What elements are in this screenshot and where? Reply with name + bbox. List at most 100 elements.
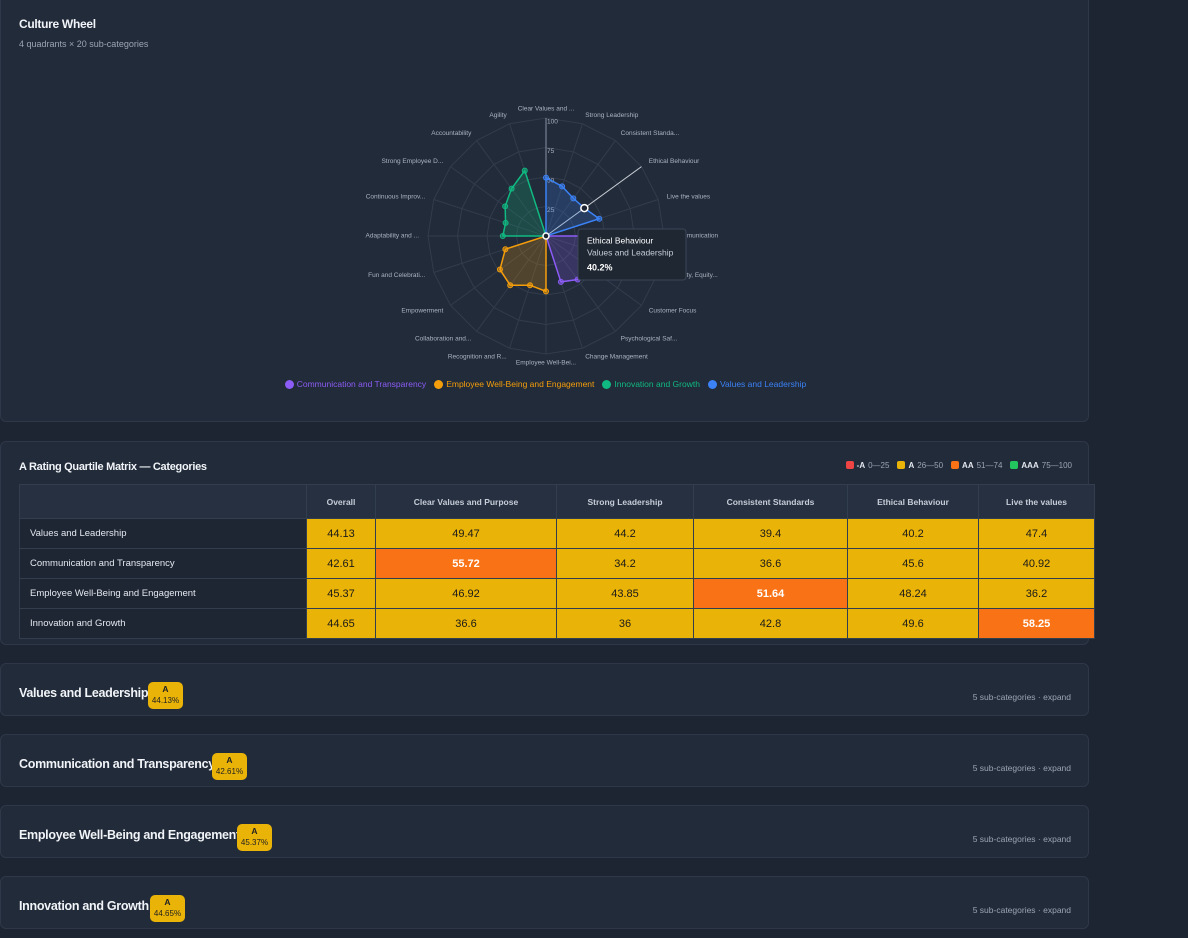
r-tick-label: 100 — [547, 119, 558, 126]
radar-chart: Clear Values and ... Strong Leadership Con… — [366, 106, 719, 367]
badge-score: 42.61% — [215, 767, 244, 776]
rating-cell: 44.65 — [306, 608, 376, 639]
rating-cell: 51.64 — [693, 578, 848, 609]
spoke — [545, 123, 583, 237]
rating-cell: 45.6 — [847, 548, 979, 579]
rating-cell: 43.85 — [556, 578, 694, 609]
legend-item: AAA 75—100 — [1010, 461, 1072, 470]
data-point — [499, 233, 506, 239]
category-label: Customer Focus — [649, 307, 697, 314]
column-header: Live the values — [978, 484, 1095, 519]
column-header: Clear Values and Purpose — [375, 484, 557, 519]
spoke — [433, 199, 547, 237]
grade-badge: A 42.61% — [212, 753, 247, 780]
category-label: Continuous Improv... — [366, 193, 426, 200]
category-section[interactable]: Communication and Transparency A 42.61% 5 s… — [0, 734, 1089, 787]
category-label: Ethical Behaviour — [649, 158, 700, 165]
data-point — [502, 219, 509, 226]
legend-swatch — [897, 461, 906, 469]
data-point — [596, 215, 603, 222]
rating-cell: 36.2 — [978, 578, 1095, 609]
legend-label: Employee Well-Being and Engagement — [446, 379, 595, 389]
data-point — [559, 183, 566, 190]
rating-cell: 58.25 — [978, 608, 1095, 639]
category-label: Strong Employee D... — [381, 158, 443, 165]
tooltip-category: Ethical Behaviour — [587, 235, 653, 245]
category-label: Recognition and R... — [448, 354, 507, 361]
r-tick-label: 50 — [547, 178, 555, 185]
legend-item: Values and Leadership — [707, 379, 806, 389]
legend-item: Innovation and Growth — [602, 379, 700, 389]
category-label: Adaptability and ... — [366, 233, 420, 240]
category-label: Fun and Celebrati... — [368, 272, 425, 279]
rating-cell: 39.4 — [693, 518, 848, 549]
row-name: Values and Leadership — [19, 518, 307, 549]
legend-grade: -A — [856, 461, 866, 470]
row-name: Communication and Transparency — [19, 548, 307, 579]
legend-item: AA 51—74 — [951, 461, 1002, 470]
data-point — [580, 203, 589, 213]
data-point — [570, 195, 577, 202]
row-name: Employee Well-Being and Engagement — [19, 578, 307, 609]
spoke — [545, 166, 642, 237]
legend: Communication and Transparency Employee W… — [1, 379, 1090, 389]
rating-cell: 40.92 — [978, 548, 1095, 579]
category-label: Communication — [673, 233, 719, 240]
category-section[interactable]: Innovation and Growth A 44.65% 5 sub-catego… — [0, 876, 1089, 929]
legend-item: A 26—50 — [897, 461, 943, 470]
category-label: Consistent Standa... — [621, 130, 680, 137]
legend-label: Communication and Transparency — [296, 379, 427, 389]
r-tick-label: 75 — [547, 148, 555, 155]
data-point — [543, 288, 549, 295]
legend-swatch — [284, 379, 294, 389]
category-section[interactable]: Values and Leadership A 44.13% 5 sub-catego… — [0, 663, 1089, 716]
legend-range: 51—74 — [976, 461, 1003, 470]
rating-cell: 36.6 — [375, 608, 557, 639]
tooltip-series: Values and Leadership — [587, 247, 674, 257]
section-title: Communication and Transparency — [19, 757, 215, 771]
card-subtitle: 4 quadrants × 20 sub-categories — [19, 39, 149, 49]
category-section[interactable]: Employee Well-Being and Engagement A 45.37… — [0, 805, 1089, 858]
column-header: Overall — [306, 484, 376, 519]
row-name: Innovation and Growth — [19, 608, 307, 639]
matrix-row: Employee Well-Being and Engagement 45.37 4… — [19, 578, 1095, 609]
section-title: Innovation and Growth — [19, 899, 149, 913]
data-point — [557, 278, 564, 285]
section-meta: 5 sub-categories · expand — [972, 905, 1071, 915]
legend-swatch — [602, 379, 612, 389]
card-title: Culture Wheel — [19, 17, 96, 31]
data-point — [502, 246, 509, 253]
badge-grade: A — [162, 684, 169, 694]
legend-range: 26—50 — [917, 461, 944, 470]
tooltip-value: 40.2% — [587, 262, 613, 272]
rating-cell: 40.2 — [847, 518, 979, 549]
r-tick-label: 25 — [547, 207, 555, 214]
section-meta: 5 sub-categories · expand — [972, 834, 1071, 844]
rating-cell: 36.6 — [693, 548, 848, 579]
category-label: Employee Well-Bei... — [516, 360, 576, 367]
legend-swatch — [1010, 461, 1019, 469]
rating-cell: 42.8 — [693, 608, 848, 639]
section-meta: 5 sub-categories · expand — [972, 763, 1071, 773]
rating-cell: 45.37 — [306, 578, 376, 609]
badge-grade: A — [251, 826, 258, 836]
badge-score: 45.37% — [240, 838, 269, 847]
category-label: Accountability — [431, 130, 472, 137]
grade-badge: A 44.13% — [148, 682, 183, 709]
data-point — [508, 185, 515, 192]
section-title: Employee Well-Being and Engagement — [19, 828, 240, 842]
matrix-card: A Rating Quartile Matrix — Categories -A… — [0, 441, 1095, 645]
matrix-legend: -A 0—25 A 26—50 AA 51—74 AAA 75—100 — [845, 461, 1072, 470]
rating-matrix: Overall Clear Values and Purpose Strong Le… — [19, 484, 1095, 639]
wheel-card: Culture Wheel 4 quadrants × 20 sub-categ… — [0, 0, 1089, 422]
matrix-row: Innovation and Growth 44.65 36.6 36 42.8 49.6… — [19, 608, 1095, 639]
column-header: Strong Leadership — [556, 484, 694, 519]
rating-cell: 49.6 — [847, 608, 979, 639]
grade-badge: A 44.65% — [150, 895, 185, 922]
rating-cell: 47.4 — [978, 518, 1095, 549]
legend-swatch — [707, 379, 717, 389]
category-label: Diversity, Equity... — [667, 272, 718, 279]
category-label: Live the values — [667, 193, 711, 200]
legend-grade: AA — [962, 461, 974, 470]
